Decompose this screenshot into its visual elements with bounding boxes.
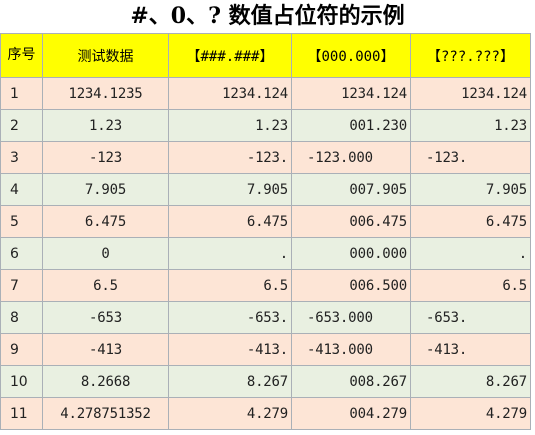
cell-format-zero[interactable]: 004.279 <box>291 397 411 430</box>
cell-test-data[interactable]: -653 <box>42 301 169 334</box>
cell-format-hash[interactable]: -413. <box>168 333 292 366</box>
cell-seq[interactable]: 11 <box>0 397 43 430</box>
cell-test-data[interactable]: 7.905 <box>42 173 169 206</box>
cell-seq[interactable]: 3 <box>0 141 43 174</box>
table-row: 9 -413 -413. -413.000 -413. <box>0 333 531 366</box>
cell-format-zero[interactable]: -653.000 <box>291 301 411 334</box>
cell-format-question[interactable]: -123. <box>410 141 531 174</box>
table-row: 1 1234.1235 1234.124 1234.124 1234.124 <box>0 77 531 110</box>
table-row: 5 6.475 6.475 006.475 6.475 <box>0 205 531 238</box>
cell-format-zero[interactable]: 006.500 <box>291 269 411 302</box>
cell-test-data[interactable]: -123 <box>42 141 169 174</box>
header-format-hash[interactable]: 【###.###】 <box>168 33 292 78</box>
cell-seq[interactable]: 1 <box>0 77 43 110</box>
header-format-question[interactable]: 【???.???】 <box>410 33 531 78</box>
cell-test-data[interactable]: -413 <box>42 333 169 366</box>
cell-format-zero[interactable]: 001.230 <box>291 109 411 142</box>
header-format-zero[interactable]: 【000.000】 <box>291 33 411 78</box>
cell-seq[interactable]: 5 <box>0 205 43 238</box>
cell-format-hash[interactable]: 1234.124 <box>168 77 292 110</box>
table-row: 4 7.905 7.905 007.905 7.905 <box>0 173 531 206</box>
cell-seq[interactable]: 10 <box>0 365 43 398</box>
cell-test-data[interactable]: 1234.1235 <box>42 77 169 110</box>
cell-format-hash[interactable]: -123. <box>168 141 292 174</box>
cell-format-hash[interactable]: . <box>168 237 292 270</box>
cell-format-hash[interactable]: 7.905 <box>168 173 292 206</box>
header-test-data[interactable]: 测试数据 <box>42 33 169 78</box>
cell-format-question[interactable]: 4.279 <box>410 397 531 430</box>
table-row: 6 0. 000.000. <box>0 237 531 270</box>
cell-test-data[interactable]: 8.2668 <box>42 365 169 398</box>
cell-format-question[interactable]: 7.905 <box>410 173 531 206</box>
cell-seq[interactable]: 9 <box>0 333 43 366</box>
cell-format-zero[interactable]: 000.000 <box>291 237 411 270</box>
cell-format-question[interactable]: 1234.124 <box>410 77 531 110</box>
cell-test-data[interactable]: 0 <box>42 237 169 270</box>
cell-test-data[interactable]: 1.23 <box>42 109 169 142</box>
cell-format-zero[interactable]: -413.000 <box>291 333 411 366</box>
cell-seq[interactable]: 2 <box>0 109 43 142</box>
cell-format-hash[interactable]: -653. <box>168 301 292 334</box>
table-row: 10 8.2668 8.267 008.267 8.267 <box>0 365 531 398</box>
cell-test-data[interactable]: 4.278751352 <box>42 397 169 430</box>
cell-format-question[interactable]: -653. <box>410 301 531 334</box>
header-row: 序号 测试数据 【###.###】 【000.000】 【???.???】 <box>0 33 531 78</box>
cell-format-question[interactable]: 6.475 <box>410 205 531 238</box>
cell-format-hash[interactable]: 8.267 <box>168 365 292 398</box>
table-row: 2 1.23 1.23 001.230 1.23 <box>0 109 531 142</box>
table-row: 11 4.278751352 4.279 004.279 4.279 <box>0 397 531 430</box>
cell-format-question[interactable]: . <box>410 237 531 270</box>
cell-seq[interactable]: 4 <box>0 173 43 206</box>
cell-format-zero[interactable]: 006.475 <box>291 205 411 238</box>
cell-format-question[interactable]: -413. <box>410 333 531 366</box>
cell-format-hash[interactable]: 4.279 <box>168 397 292 430</box>
cell-seq[interactable]: 7 <box>0 269 43 302</box>
cell-format-question[interactable]: 8.267 <box>410 365 531 398</box>
table-row: 3 -123 -123. -123.000 -123. <box>0 141 531 174</box>
cell-format-question[interactable]: 1.23 <box>410 109 531 142</box>
header-seq[interactable]: 序号 <box>0 33 43 78</box>
cell-format-zero[interactable]: 1234.124 <box>291 77 411 110</box>
cell-seq[interactable]: 6 <box>0 237 43 270</box>
cell-format-zero[interactable]: -123.000 <box>291 141 411 174</box>
cell-format-hash[interactable]: 1.23 <box>168 109 292 142</box>
table-row: 8 -653 -653. -653.000 -653. <box>0 301 531 334</box>
cell-test-data[interactable]: 6.5 <box>42 269 169 302</box>
cell-format-hash[interactable]: 6.5 <box>168 269 292 302</box>
cell-format-question[interactable]: 6.5 <box>410 269 531 302</box>
cell-format-hash[interactable]: 6.475 <box>168 205 292 238</box>
cell-test-data[interactable]: 6.475 <box>42 205 169 238</box>
table-row: 7 6.5 6.5 006.500 6.5 <box>0 269 531 302</box>
cell-format-zero[interactable]: 007.905 <box>291 173 411 206</box>
cell-seq[interactable]: 8 <box>0 301 43 334</box>
sheet-title: #、0、? 数值占位符的示例 <box>130 3 405 29</box>
cell-format-zero[interactable]: 008.267 <box>291 365 411 398</box>
